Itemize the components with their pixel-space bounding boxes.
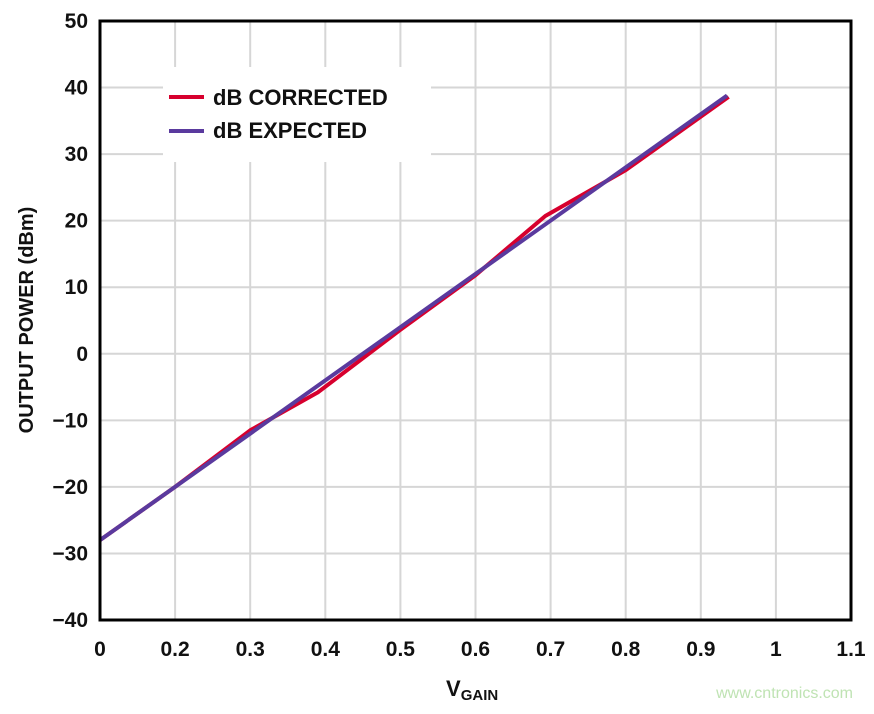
y-tick-label: −30: [52, 542, 88, 565]
x-axis-label-subscript: GAIN: [461, 687, 499, 704]
y-tick-label: 10: [65, 276, 88, 299]
x-axis-label-main: V: [446, 676, 461, 701]
y-tick-label: −20: [52, 476, 88, 499]
x-tick-label: 0.6: [461, 638, 490, 661]
y-tick-label: 50: [65, 10, 88, 33]
y-tick-label: 0: [76, 343, 88, 366]
legend-background: [163, 67, 431, 162]
legend-label-expected: dB EXPECTED: [213, 118, 367, 143]
x-tick-label: 0.2: [160, 638, 189, 661]
x-tick-label: 0.5: [386, 638, 416, 661]
x-tick-label: 0: [94, 638, 106, 661]
x-tick-label: 0.8: [611, 638, 641, 661]
plot-frame: [98, 19, 853, 622]
x-tick-labels: 0 0.2 0.3 0.4 0.5 0.6 0.7 0.8 0.9 1 1.1: [94, 638, 866, 661]
y-tick-label: 20: [65, 210, 88, 233]
x-axis-label: VGAIN: [446, 676, 498, 704]
legend-label-corrected: dB CORRECTED: [213, 85, 388, 110]
x-tick-label: 1: [770, 638, 782, 661]
series-line-expected: [98, 93, 729, 542]
legend: dB CORRECTED dB EXPECTED: [163, 67, 431, 162]
x-tick-label: 0.3: [236, 638, 265, 661]
watermark: www.cntronics.com: [715, 685, 853, 702]
x-tick-label: 0.4: [311, 638, 341, 661]
y-tick-label: 30: [65, 143, 88, 166]
y-axis-label: OUTPUT POWER (dBm): [16, 207, 38, 434]
y-tick-label: −40: [52, 609, 88, 632]
x-tick-label: 1.1: [836, 638, 866, 661]
y-tick-label: 40: [65, 77, 88, 100]
y-tick-label: −10: [52, 409, 88, 432]
y-tick-labels: 50 40 30 20 10 0 −10 −20 −30 −40: [52, 10, 88, 632]
series-group: [98, 93, 730, 542]
x-tick-label: 0.9: [686, 638, 715, 661]
x-tick-label: 0.7: [536, 638, 565, 661]
